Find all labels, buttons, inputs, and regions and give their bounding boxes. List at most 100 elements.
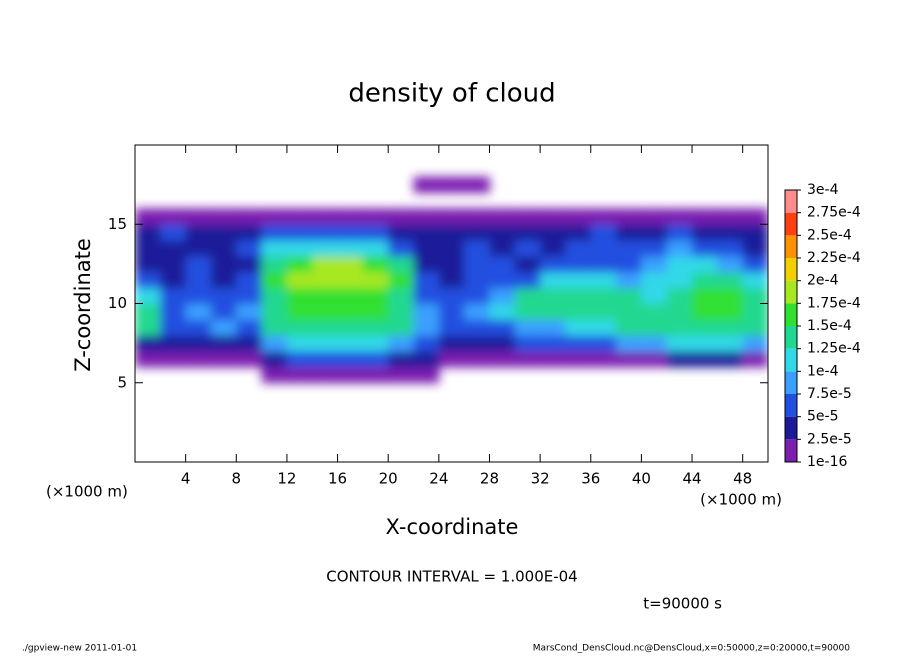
cell bbox=[261, 255, 288, 273]
cell bbox=[312, 271, 339, 289]
cell bbox=[236, 319, 263, 336]
colorbar-segment bbox=[785, 371, 797, 394]
cell bbox=[540, 240, 566, 257]
cell bbox=[388, 208, 415, 225]
cell bbox=[388, 351, 415, 368]
cell bbox=[312, 351, 339, 368]
cell bbox=[616, 224, 642, 241]
cell bbox=[489, 240, 516, 257]
cell bbox=[413, 366, 440, 384]
cell bbox=[590, 271, 617, 289]
x-tick-label: 36 bbox=[581, 470, 600, 488]
cell bbox=[337, 271, 364, 289]
cell bbox=[742, 303, 768, 320]
cell bbox=[160, 351, 187, 368]
cell bbox=[160, 335, 187, 352]
cell bbox=[286, 366, 313, 384]
cell bbox=[286, 287, 313, 304]
cell bbox=[666, 287, 693, 304]
cell bbox=[312, 224, 339, 241]
cell bbox=[185, 319, 212, 336]
cells bbox=[135, 176, 768, 384]
cell bbox=[261, 224, 288, 241]
cell bbox=[261, 303, 288, 320]
cell bbox=[413, 335, 440, 352]
x-tick-label: 4 bbox=[181, 470, 191, 488]
colorbar-segment bbox=[785, 303, 797, 326]
cell bbox=[413, 287, 440, 304]
cell bbox=[565, 351, 592, 368]
cell bbox=[413, 240, 440, 257]
cell bbox=[616, 303, 642, 320]
cell bbox=[210, 351, 237, 368]
cell bbox=[641, 335, 668, 352]
cell bbox=[236, 351, 263, 368]
x-tick-label: 16 bbox=[328, 470, 347, 488]
cell bbox=[717, 351, 744, 368]
cell bbox=[337, 240, 364, 257]
cell bbox=[286, 271, 313, 289]
cell bbox=[413, 255, 440, 273]
cell bbox=[641, 255, 668, 273]
cell bbox=[160, 303, 187, 320]
cell bbox=[413, 208, 440, 225]
cell bbox=[590, 351, 617, 368]
cell bbox=[388, 240, 415, 257]
colorbar-segment bbox=[785, 394, 797, 417]
cell bbox=[464, 303, 490, 320]
cell bbox=[590, 287, 617, 304]
cell bbox=[261, 366, 288, 384]
cell bbox=[438, 255, 465, 273]
cell bbox=[261, 319, 288, 336]
x-tick-label: 28 bbox=[480, 470, 499, 488]
cell bbox=[362, 271, 389, 289]
cell bbox=[388, 335, 415, 352]
cell bbox=[388, 366, 415, 384]
cell bbox=[489, 351, 516, 368]
cell bbox=[413, 224, 440, 241]
cell bbox=[514, 271, 541, 289]
cell bbox=[717, 255, 744, 273]
cell bbox=[337, 319, 364, 336]
cell bbox=[312, 240, 339, 257]
cell bbox=[388, 271, 415, 289]
cell bbox=[565, 271, 592, 289]
cell bbox=[261, 240, 288, 257]
cell bbox=[565, 335, 592, 352]
cell bbox=[362, 366, 389, 384]
colorbar-label: 2e-4 bbox=[807, 273, 839, 289]
cell bbox=[616, 240, 642, 257]
cell bbox=[717, 208, 744, 225]
cell bbox=[160, 208, 187, 225]
cell bbox=[160, 319, 187, 336]
cell bbox=[413, 303, 440, 320]
colorbar-label: 2.5e-4 bbox=[807, 227, 852, 243]
cell bbox=[312, 303, 339, 320]
cell bbox=[337, 351, 364, 368]
cell bbox=[337, 303, 364, 320]
colorbar-label: 2.5e-5 bbox=[807, 431, 852, 447]
cell bbox=[717, 303, 744, 320]
x-tick-label: 8 bbox=[232, 470, 242, 488]
cell bbox=[160, 287, 187, 304]
cell bbox=[616, 351, 642, 368]
cell bbox=[236, 271, 263, 289]
cell bbox=[362, 240, 389, 257]
cell bbox=[185, 351, 212, 368]
cell bbox=[286, 319, 313, 336]
cell bbox=[388, 303, 415, 320]
cell bbox=[210, 208, 237, 225]
cell bbox=[210, 271, 237, 289]
footer-left: ./gpview-new 2011-01-01 bbox=[22, 644, 137, 654]
cell bbox=[641, 271, 668, 289]
cell bbox=[717, 271, 744, 289]
cell bbox=[413, 351, 440, 368]
cell bbox=[742, 351, 768, 368]
cell bbox=[261, 335, 288, 352]
cell bbox=[489, 303, 516, 320]
cell bbox=[312, 208, 339, 225]
cell bbox=[160, 255, 187, 273]
cell bbox=[337, 208, 364, 225]
cell bbox=[540, 271, 566, 289]
cell bbox=[540, 224, 566, 241]
